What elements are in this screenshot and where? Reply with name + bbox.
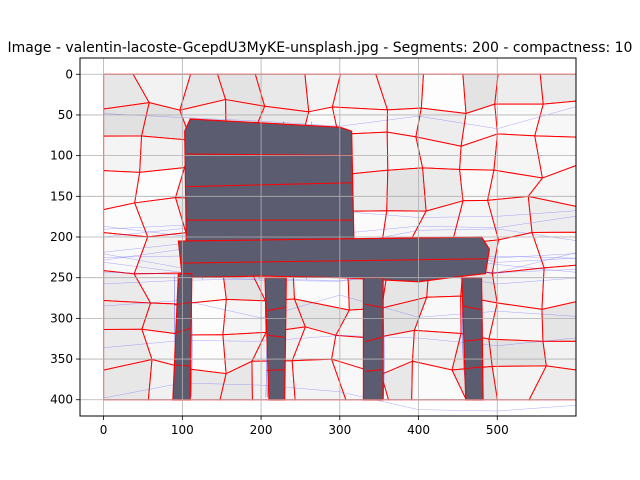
- segment-boundary: [463, 305, 482, 311]
- y-tick-label: 200: [50, 230, 73, 244]
- chart-title: Image - valentin-lacoste-GcepdU3MyKE-uns…: [8, 40, 633, 56]
- superpixel-cell: [527, 195, 576, 233]
- gridlines: [80, 58, 576, 416]
- superpixel-cell: [386, 167, 427, 212]
- x-tick-label: 500: [486, 423, 509, 437]
- x-tick-label: 400: [407, 423, 430, 437]
- superpixel-cell: [534, 135, 576, 179]
- segment-boundary: [364, 369, 382, 372]
- superpixel-cell: [542, 340, 576, 371]
- segment-boundary: [364, 336, 382, 343]
- segment-boundary: [179, 258, 488, 264]
- segment-boundary: [266, 334, 285, 338]
- x-tick-label: 0: [100, 423, 108, 437]
- y-tick-label: 50: [58, 108, 73, 122]
- superpixel-cell: [494, 73, 544, 105]
- chair-back-region: [184, 118, 355, 250]
- x-tick-label: 100: [171, 423, 194, 437]
- x-axis: 0 100 200 300 400 500: [100, 416, 509, 437]
- y-tick-label: 0: [65, 67, 73, 81]
- segment-boundary: [266, 369, 285, 371]
- y-tick-label: 250: [50, 271, 73, 285]
- superpixel-cell: [539, 73, 576, 105]
- segment-boundary: [266, 306, 285, 312]
- segment-boundary: [463, 338, 482, 342]
- segment-boundaries: [172, 118, 491, 401]
- superpixel-cell: [541, 264, 576, 310]
- superpixel-cell: [139, 135, 192, 173]
- y-tick-label: 150: [50, 189, 73, 203]
- center-leg-region: [362, 277, 384, 401]
- back-left-leg-region: [264, 277, 287, 401]
- superpixel-cell: [103, 135, 143, 173]
- superpixel-cell: [541, 301, 576, 342]
- segment-boundary: [364, 303, 382, 308]
- segment-boundary: [186, 182, 353, 188]
- segment-boundary: [463, 366, 482, 370]
- superpixel-cell: [534, 100, 576, 138]
- y-tick-label: 400: [50, 393, 73, 407]
- superpixel-cell: [528, 365, 576, 401]
- x-tick-label: 300: [328, 423, 351, 437]
- right-leg-region: [461, 277, 484, 401]
- y-tick-label: 100: [50, 149, 73, 163]
- y-tick-label: 300: [50, 311, 73, 325]
- y-tick-label: 350: [50, 352, 73, 366]
- chair-seat-region: [177, 236, 491, 283]
- superpixel-cell: [222, 298, 267, 336]
- superpixel-cell: [531, 231, 576, 269]
- superpixel-cell: [420, 73, 467, 115]
- x-tick-label: 200: [250, 423, 273, 437]
- y-axis: 0 50 100 150 200 250 300 350 400: [50, 67, 80, 407]
- plot-area: [80, 58, 576, 416]
